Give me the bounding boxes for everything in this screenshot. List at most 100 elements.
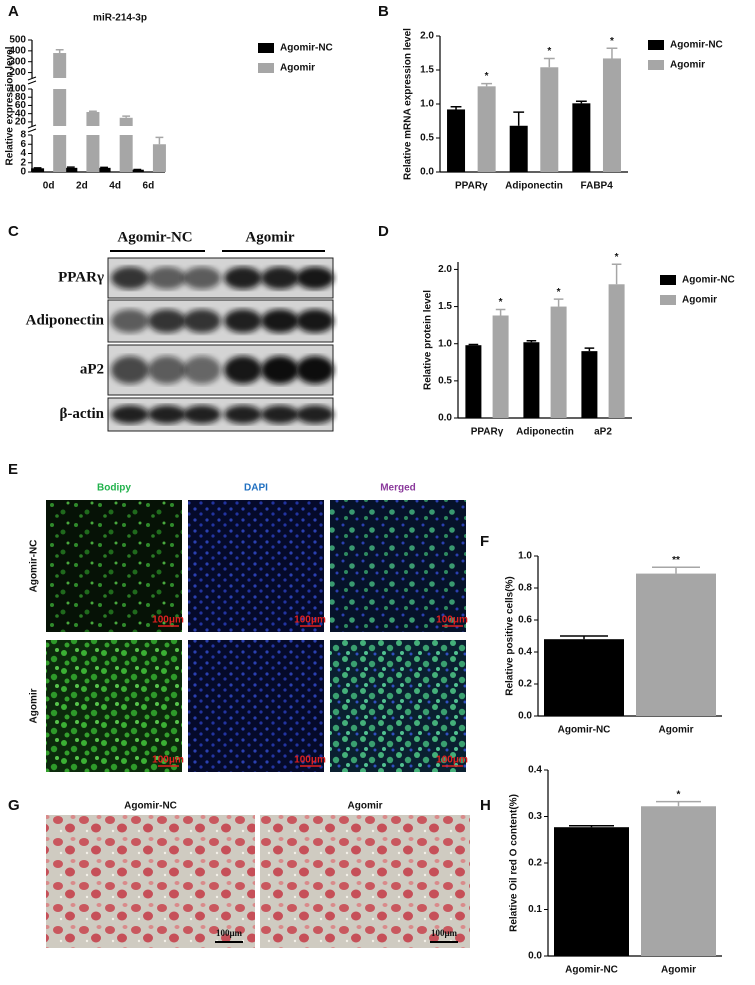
group-label: Agomir-NC [117,229,192,245]
y-tick-label: 0.5 [438,375,452,386]
scale-bar-label: 100μm [294,755,326,766]
blot-band [148,309,186,333]
significance-mark: * [610,36,614,47]
group-label: Agomir [245,229,294,245]
significance-mark: * [547,46,551,57]
bar [447,109,466,172]
y-tick-label: 60 [15,100,27,111]
bar [544,639,624,716]
y-tick-label: 0.3 [528,811,542,822]
scale-bar-label: 100μm [436,615,468,626]
blot-band [261,405,299,424]
blot-band [148,356,186,384]
y-tick-label: 40 [15,108,27,119]
y-tick-label: 6 [20,139,26,150]
column-label: Agomir-NC [124,801,177,812]
blot-band [111,266,149,290]
blot-band [183,309,221,333]
micrograph [46,640,182,772]
blot-band [224,309,262,333]
error-bar [513,111,525,126]
significance-mark: * [499,297,503,308]
row-label: Agomir-NC [29,540,40,593]
blot-row-label: aP2 [80,361,104,377]
error-bar [569,825,614,828]
y-tick-label: 300 [9,56,26,67]
y-tick-label: 0.4 [528,765,542,776]
x-tick-label: 0d [43,181,55,192]
x-tick-label: 6d [143,181,155,192]
blot-band [183,405,221,424]
legend-swatch [648,40,664,50]
y-axis-label: Relative Oil red O content(%) [509,794,520,932]
blot-band [111,309,149,333]
error-bar [66,166,75,168]
y-axis-label: Relative protein level [423,290,434,390]
blot-band [111,405,149,424]
panel-label: F [480,533,489,550]
bar [31,168,45,172]
x-tick-label: aP2 [594,427,612,438]
panel-label: C [8,223,19,240]
legend-label: Agomir-NC [280,43,333,54]
y-tick-label: 0.2 [518,679,532,690]
scale-bar-label: 100μm [431,928,458,938]
y-tick-label: 0.0 [528,951,542,962]
y-axis-label: Relative expression level [5,46,16,165]
y-tick-label: 0.5 [420,133,434,144]
blot-band [148,405,186,424]
y-tick-label: 400 [9,45,26,56]
x-tick-label: PPARγ [471,427,504,438]
y-tick-label: 500 [9,35,26,46]
column-label: Bodipy [97,483,131,494]
legend-label: Agomir [280,63,315,74]
blot-band [183,266,221,290]
y-tick-label: 0.8 [518,583,532,594]
bar [86,112,100,126]
blot-band [296,356,334,384]
error-bar [553,298,564,307]
micrograph [330,500,466,632]
x-tick-label: Adiponectin [505,181,563,192]
blot-band [261,266,299,290]
y-tick-label: 0.0 [518,711,532,722]
panel-label: E [8,461,18,478]
micrograph [46,500,182,632]
blot-row-label: β-actin [59,406,104,422]
bar [641,806,716,956]
legend-label: Agomir [670,60,705,71]
y-tick-label: 1.5 [438,301,452,312]
panel-label: B [378,3,389,20]
y-tick-label: 8 [20,130,26,141]
y-tick-label: 0.6 [518,615,532,626]
chart-title: miR-214-3p [93,13,147,24]
scale-bar-label: 100μm [294,615,326,626]
y-tick-label: 80 [15,92,27,103]
significance-mark: * [485,71,489,82]
panel-label: D [378,223,389,240]
blot-band [224,356,262,384]
significance-mark: ** [672,555,680,566]
bar [572,103,591,172]
y-tick-label: 0.0 [420,167,434,178]
y-tick-label: 0 [20,167,26,178]
blot-band [296,266,334,290]
bar [602,58,621,172]
blot-band [261,356,299,384]
error-bar [606,47,618,59]
x-tick-label: Adiponectin [516,427,574,438]
bar [119,135,133,172]
bar [492,315,509,418]
legend-swatch [648,60,664,70]
y-tick-label: 2 [20,157,26,168]
scale-bar-label: 100μm [152,755,184,766]
scale-bar-label: 100μm [436,755,468,766]
bar [64,167,78,172]
panel-label: G [8,797,20,814]
blot-band [224,405,262,424]
legend-swatch [660,295,676,305]
micrograph [260,815,470,948]
bar [53,89,67,126]
blot-band [296,309,334,333]
